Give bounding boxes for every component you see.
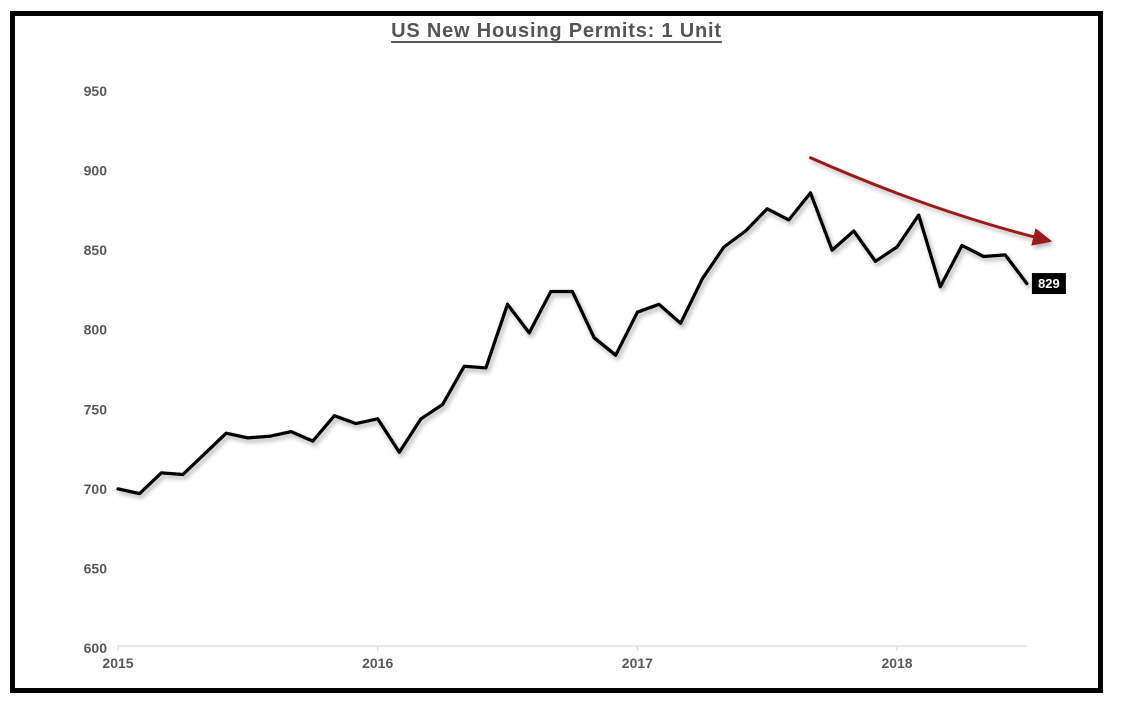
x-axis-tick-label: 2016 xyxy=(362,655,393,671)
last-point-label-text: 829 xyxy=(1038,276,1060,291)
y-axis-tick-label: 950 xyxy=(84,83,108,99)
last-point-label-box xyxy=(1031,273,1066,295)
chart-title: US New Housing Permits: 1 Unit xyxy=(391,20,722,42)
y-axis-tick-label: 700 xyxy=(84,481,108,497)
x-axis-tick-label: 2017 xyxy=(622,655,653,671)
y-axis-tick-label: 800 xyxy=(84,322,108,338)
y-axis-tick-label: 850 xyxy=(84,242,108,258)
x-axis-tick-label: 2015 xyxy=(102,655,133,671)
y-axis-tick-label: 600 xyxy=(84,640,108,656)
chart-border-frame xyxy=(10,11,1103,693)
y-axis-tick-label: 650 xyxy=(84,560,108,576)
x-axis-tick-label: 2018 xyxy=(881,655,912,671)
downtrend-arrow-annotation xyxy=(809,156,1053,246)
y-axis-tick-label: 750 xyxy=(84,401,108,417)
y-axis-tick-label: 900 xyxy=(84,163,108,179)
series-line-housing-permits xyxy=(116,191,1029,496)
